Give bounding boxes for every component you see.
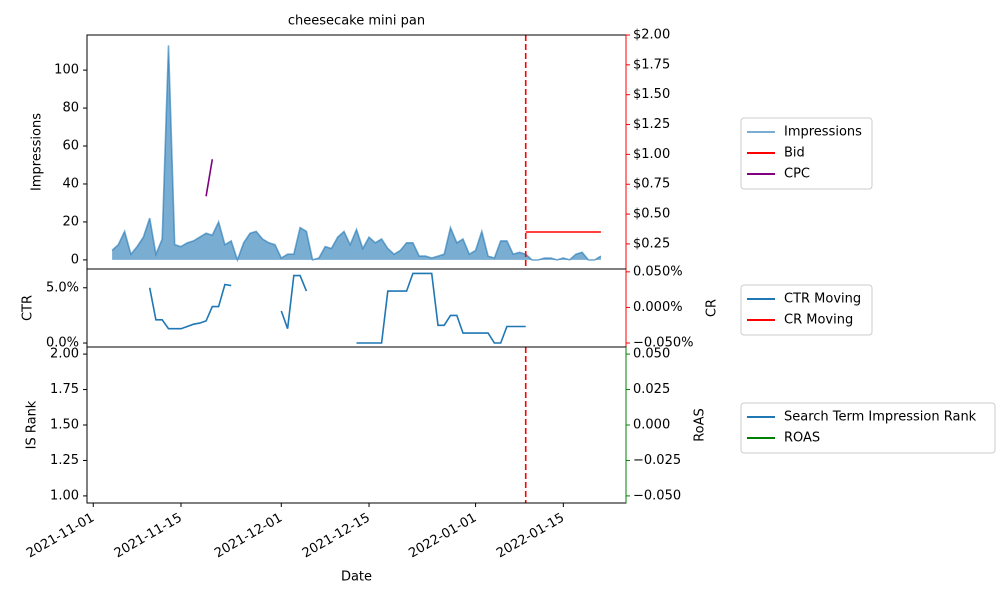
legend-box (740, 284, 873, 336)
y2-axis-label: RoAS (693, 408, 708, 442)
y2-tick-label: −0.050% (633, 336, 693, 351)
y2-tick-label: $1.25 (633, 117, 670, 132)
y2-tick-label: 0.050 (633, 347, 670, 362)
y2-tick-label: $1.50 (633, 87, 670, 102)
legend-label: Search Term Impression Rank (784, 410, 977, 425)
y2-tick-label: $1.75 (633, 57, 670, 72)
x-tick-label: 2021-12-01 (212, 511, 285, 562)
legend-label: Impressions (784, 125, 862, 140)
y2-tick-label: $0.25 (633, 236, 670, 251)
y-tick-label: 0 (71, 252, 79, 267)
y2-tick-label: 0.050% (633, 264, 683, 279)
y-axis-label: CTR (21, 295, 36, 321)
legend-label: CR Moving (784, 313, 853, 328)
y-tick-label: 1.75 (50, 382, 79, 397)
y-tick-label: 40 (62, 176, 79, 191)
y2-tick-label: $0.75 (633, 177, 670, 192)
y2-axis-label: CR (705, 299, 720, 317)
y2-tick-label: 0.000% (633, 300, 683, 315)
series-line (111, 45, 602, 263)
x-tick-label: 2021-11-15 (112, 511, 185, 562)
y-tick-label: 100 (54, 63, 79, 78)
x-tick-label: 2021-12-15 (300, 511, 373, 562)
plot-frame (86, 346, 627, 504)
y2-tick-label: $2.00 (633, 28, 670, 43)
y2-tick-label: −0.025 (633, 453, 681, 468)
y2-tick-label: $1.00 (633, 147, 670, 162)
x-tick-label: 2021-11-01 (24, 511, 97, 562)
y-axis-label: Impressions (30, 113, 45, 191)
y-axis-label: IS Rank (25, 400, 40, 449)
y2-tick-label: 0.000 (633, 418, 670, 433)
legend-box (740, 117, 873, 190)
x-axis-label: Date (341, 570, 372, 585)
y2-tick-label: $0.50 (633, 207, 670, 222)
y-tick-label: 1.25 (50, 453, 79, 468)
x-tick-label: 2022-01-15 (494, 511, 567, 562)
y2-tick-label: 0.025 (633, 382, 670, 397)
y-tick-label: 1.00 (50, 488, 79, 503)
y-tick-label: 0.0% (46, 336, 79, 351)
legend-label: ROAS (784, 431, 820, 446)
y-tick-label: 80 (62, 101, 79, 116)
y2-tick-label: −0.050 (633, 488, 681, 503)
legend-label: CTR Moving (784, 292, 861, 307)
legend-label: CPC (784, 167, 810, 182)
legend-label: Bid (784, 146, 805, 161)
y-tick-label: 2.00 (50, 347, 79, 362)
y-tick-label: 5.0% (46, 280, 79, 295)
series-line (205, 159, 214, 197)
series-line (148, 272, 526, 344)
chart-title: cheesecake mini pan (288, 14, 425, 29)
y-tick-label: 1.50 (50, 418, 79, 433)
plot-frame (86, 268, 627, 348)
legend-box (740, 402, 996, 454)
x-tick-label: 2022-01-01 (406, 511, 479, 562)
y-tick-label: 60 (62, 139, 79, 154)
y-tick-label: 20 (62, 214, 79, 229)
